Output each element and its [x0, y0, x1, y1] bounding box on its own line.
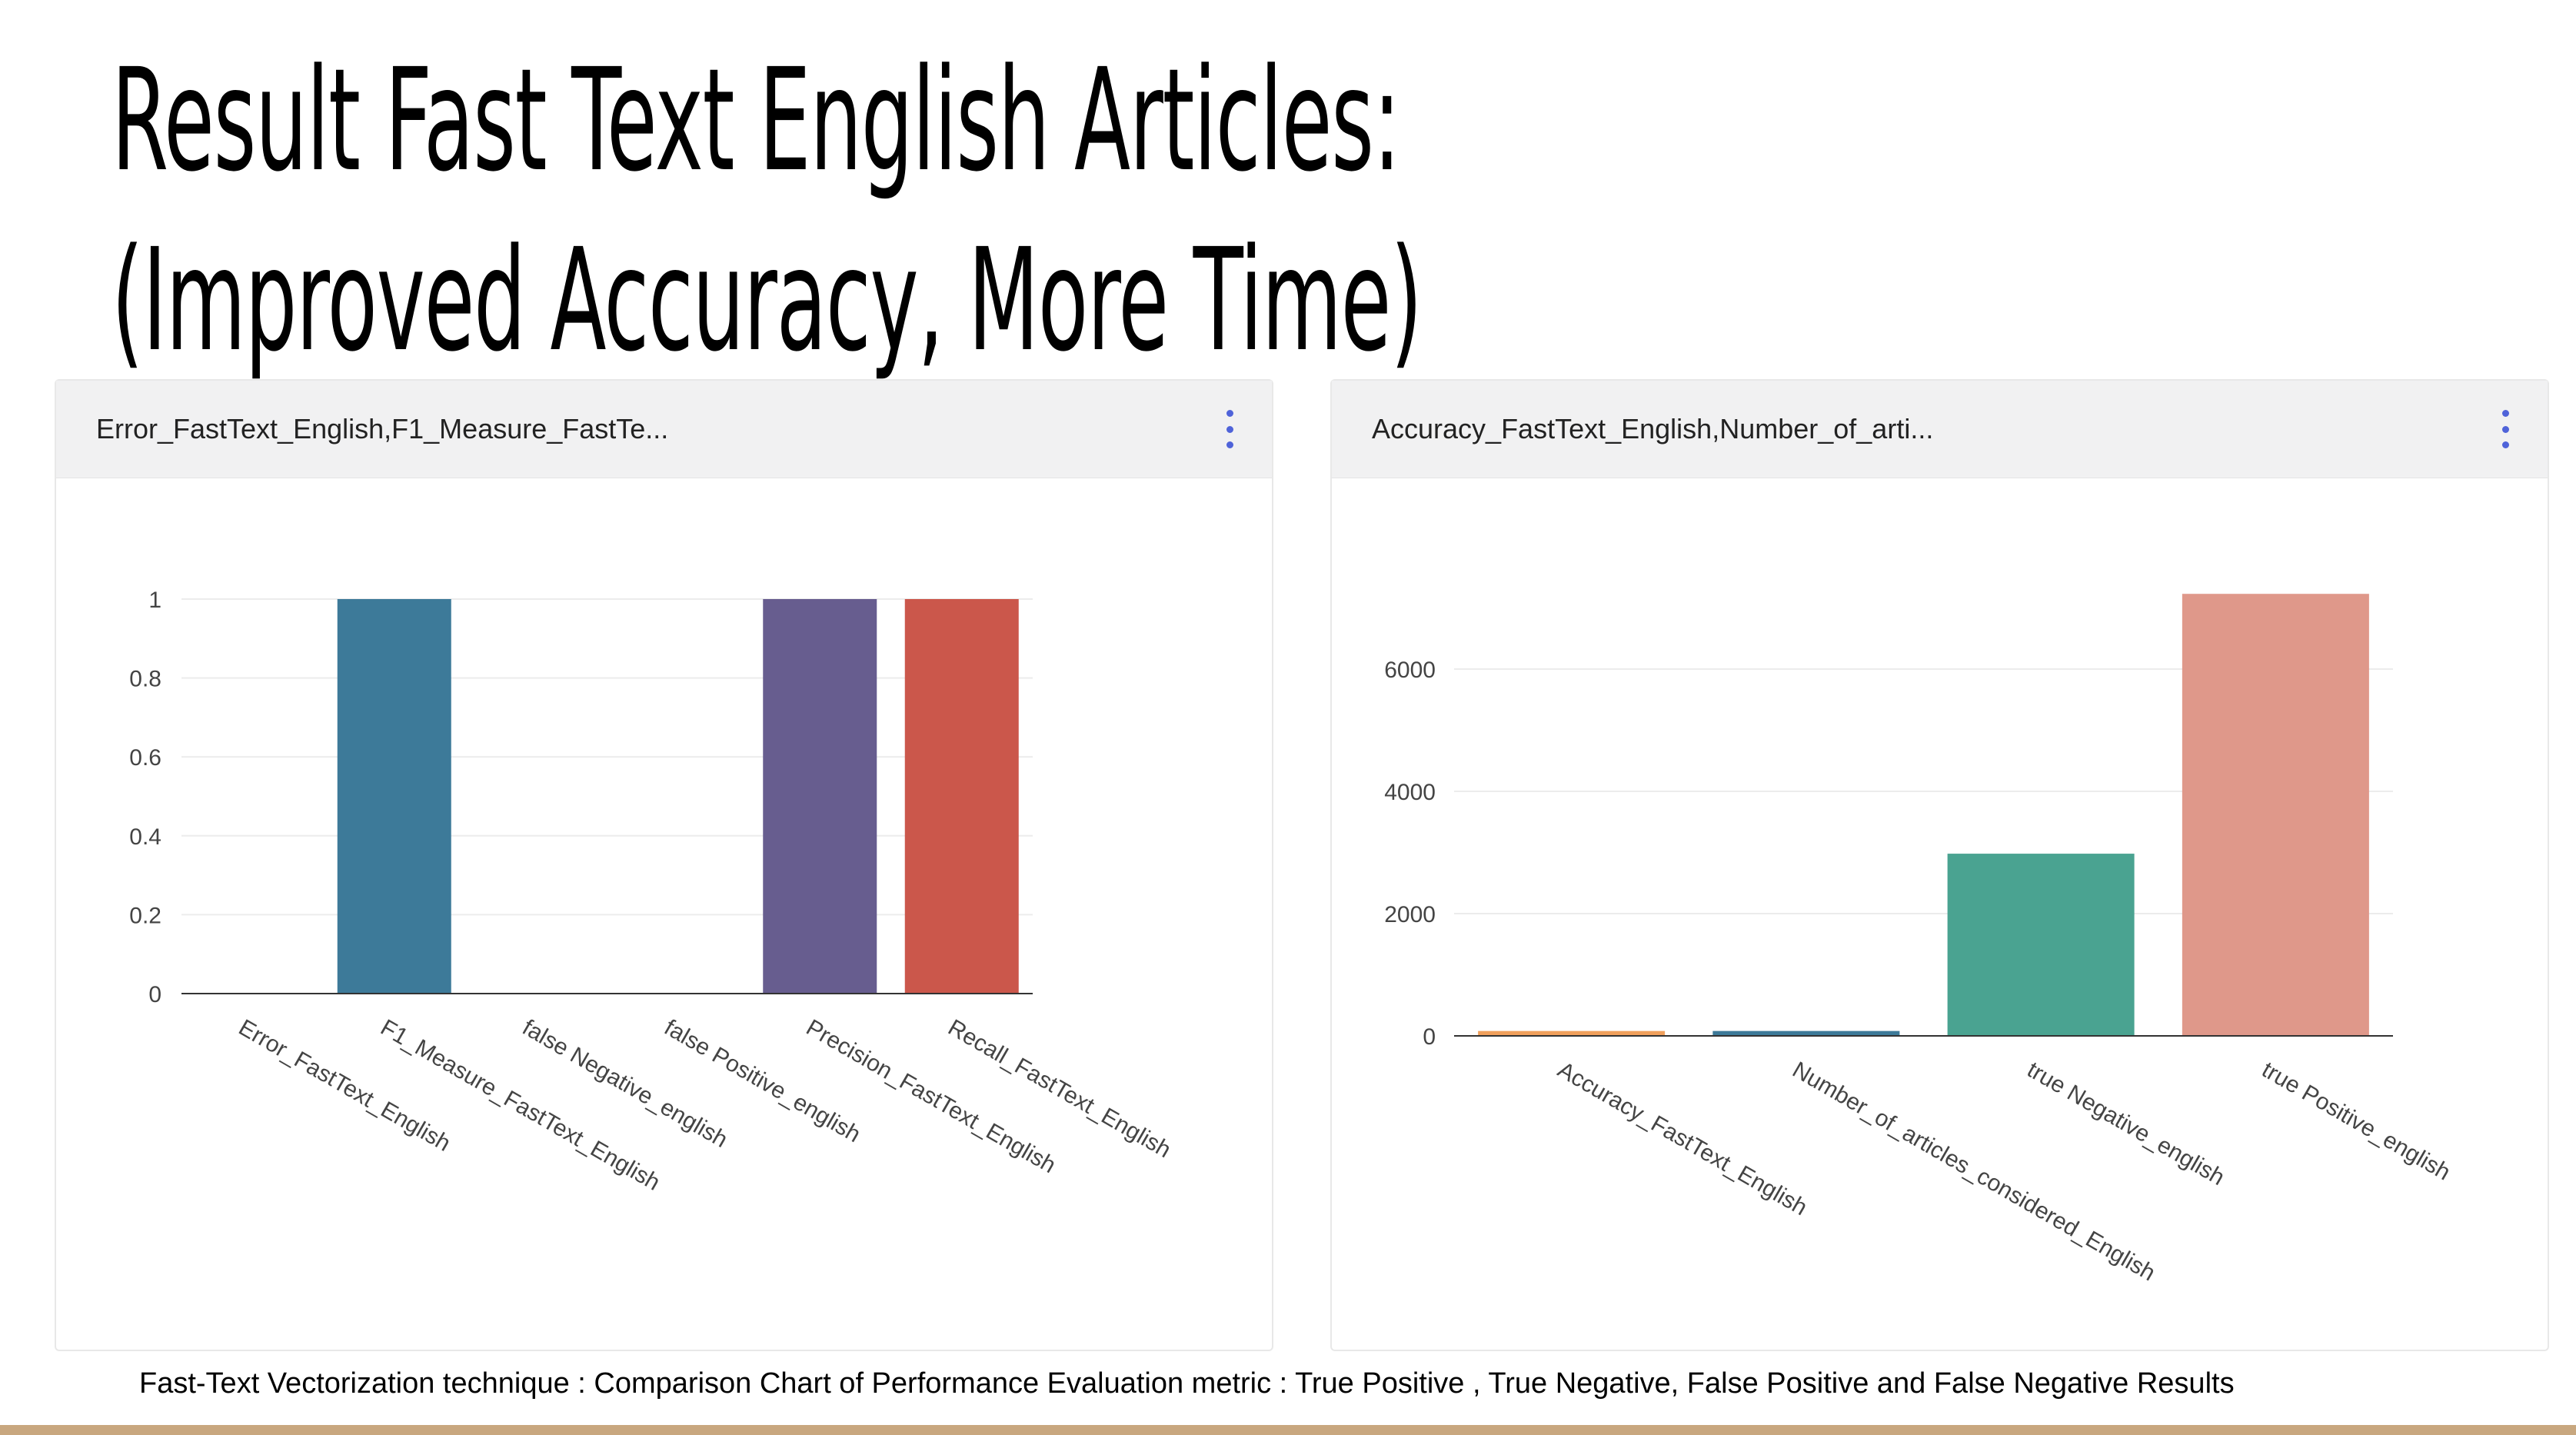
panel-header: Accuracy_FastText_English,Number_of_arti… [1332, 381, 2548, 478]
y-tick-label: 2000 [1384, 902, 1436, 927]
x-tick-label: Number_of_articles_considered_English [1788, 1057, 2159, 1286]
y-tick-label: 0.2 [129, 903, 161, 928]
bottom-accent-bar [0, 1425, 2576, 1435]
x-tick-label: Precision_FastText_English [802, 1014, 1060, 1178]
panel-title: Accuracy_FastText_English,Number_of_arti… [1372, 413, 1934, 444]
y-tick-label: 6000 [1384, 658, 1436, 683]
x-tick-label: true Negative_english [2023, 1057, 2229, 1190]
x-tick-label: F1_Measure_FastText_English [376, 1014, 664, 1195]
panel-header: Error_FastText_English,F1_Measure_FastTe… [56, 381, 1272, 478]
bar[interactable] [2182, 594, 2369, 1036]
y-tick-label: 4000 [1384, 780, 1436, 805]
chart-panel-right: Accuracy_FastText_English,Number_of_arti… [1330, 379, 2549, 1351]
panel-title: Error_FastText_English,F1_Measure_FastTe… [96, 413, 669, 444]
x-tick-label: Accuracy_FastText_English [1553, 1057, 1812, 1220]
more-vertical-icon[interactable] [1218, 410, 1241, 448]
bar[interactable] [763, 599, 877, 994]
bar[interactable] [1712, 1030, 1900, 1036]
bar[interactable] [1947, 854, 2135, 1036]
bar[interactable] [337, 599, 451, 994]
bar-chart-left: 00.20.40.60.81Error_FastText_EnglishF1_M… [129, 588, 1175, 1196]
y-tick-label: 0 [1423, 1024, 1436, 1050]
bar[interactable] [904, 599, 1019, 994]
bar[interactable] [1478, 1030, 1666, 1036]
slide-caption: Fast-Text Vectorization technique : Comp… [139, 1367, 2235, 1400]
y-tick-label: 0.6 [129, 745, 161, 771]
bar-chart-right: 0 2000 4000 6000 Accuracy_FastText_EnglishNu… [1384, 594, 2455, 1286]
y-tick-label: 0.8 [129, 667, 161, 692]
y-tick-label: 0 [148, 982, 161, 1007]
x-tick-label: Recall_FastText_English [944, 1014, 1175, 1163]
slide-title: Result Fast Text English Articles: (Impr… [111, 38, 1423, 383]
more-vertical-icon[interactable] [2494, 410, 2517, 448]
chart-panel-left: Error_FastText_English,F1_Measure_FastTe… [55, 379, 1273, 1351]
x-tick-label: true Positive_english [2258, 1057, 2455, 1185]
y-tick-label: 0.4 [129, 824, 161, 850]
y-tick-label: 1 [148, 588, 161, 613]
